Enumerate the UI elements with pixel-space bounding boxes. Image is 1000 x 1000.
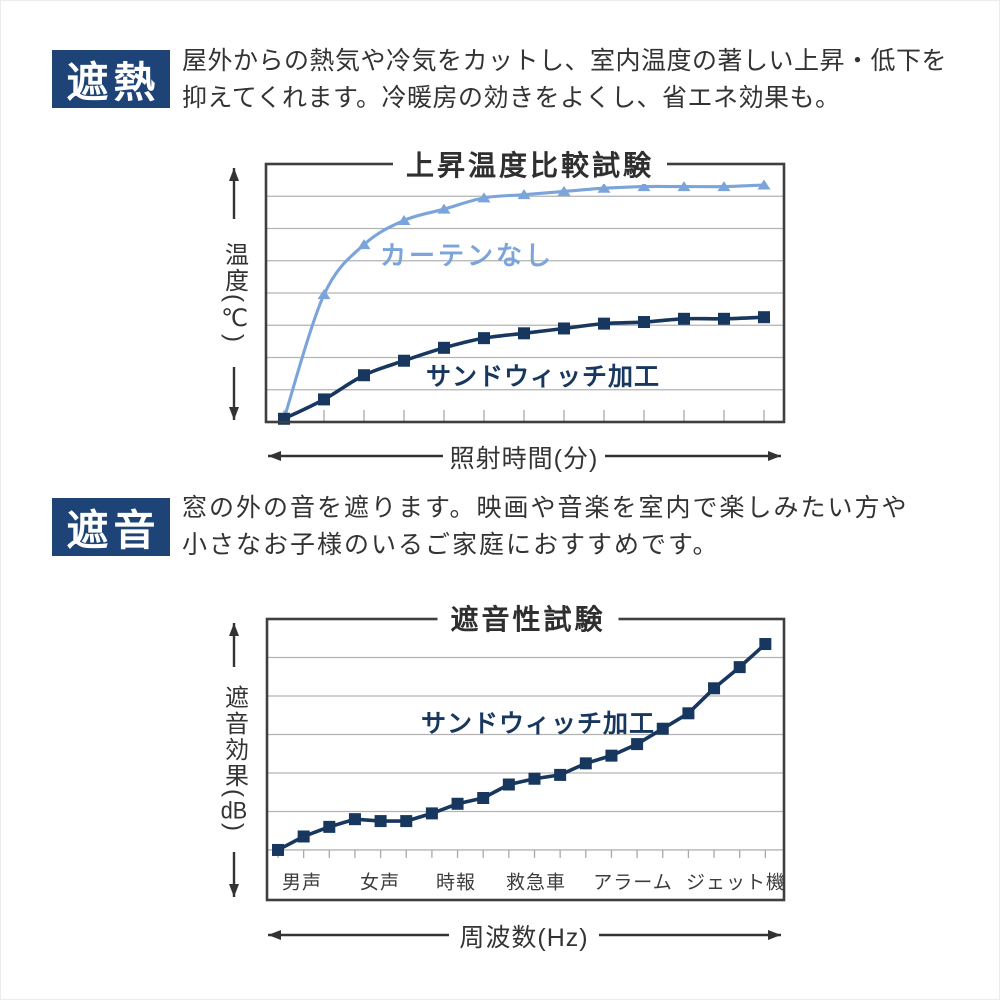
temperature-chart (229, 162, 786, 461)
sound-y-axis-label: 遮音効果(dB) (220, 685, 248, 833)
series-label-no-curtain: カーテンなし (379, 240, 555, 271)
heat-description-line-2: 抑えてくれます。冷暖房の効きをよくし、省エネ効果も。 (182, 84, 841, 112)
sound-description-line-2: 小さなお子様のいるご家庭におすすめです。 (182, 531, 720, 559)
heat-badge-label: 遮熱 (66, 58, 161, 106)
axis-arrowhead (229, 168, 239, 181)
marker-square (605, 749, 618, 762)
axis-arrowhead (229, 407, 239, 420)
marker-square (638, 316, 650, 329)
axis-arrowhead (229, 623, 239, 636)
sound-x-axis-label: 周波数(Hz) (459, 924, 589, 952)
marker-square (348, 813, 361, 826)
heat-section-badge: 遮熱 (52, 50, 170, 108)
marker-square (758, 311, 770, 324)
temperature-chart-y-axis-arrow (229, 168, 239, 420)
temperature-y-axis-label: 温度(℃) (220, 242, 248, 344)
marker-square (358, 369, 370, 382)
sound-chart-plot-frame (265, 617, 786, 902)
temperature-x-axis-label: 照射時間(分) (449, 445, 599, 473)
marker-square (374, 815, 387, 828)
marker-square (656, 722, 669, 735)
marker-square (718, 312, 730, 325)
marker-triangle (517, 189, 531, 200)
series-label-sandwich-1: サンドウィッチ加工 (425, 363, 661, 391)
sound-chart-gridlines (267, 656, 784, 851)
marker-triangle (717, 181, 731, 192)
sound-chart-ticks (277, 849, 766, 858)
axis-arrowhead (768, 930, 781, 940)
category-label-alarm: アラーム (593, 872, 673, 894)
marker-square (502, 778, 515, 791)
marker-square (631, 738, 644, 751)
sound-chart-title: 遮音性試験 (437, 598, 619, 638)
marker-square (554, 768, 567, 781)
marker-square (425, 807, 438, 820)
marker-square (438, 341, 450, 354)
marker-square (518, 327, 530, 340)
temperature-chart-title: 上昇温度比較試験 (392, 144, 668, 184)
marker-square (478, 332, 490, 345)
sound-section-badge: 遮音 (52, 498, 170, 556)
marker-square (398, 354, 410, 367)
sound-chart-series-0-markers (272, 638, 772, 856)
marker-triangle (477, 192, 491, 203)
axis-arrowhead (268, 930, 281, 940)
marker-square (400, 815, 413, 828)
category-label-ambulance: 救急車 (505, 872, 567, 894)
category-label-time-signal: 時報 (435, 872, 477, 894)
axis-arrowhead (229, 884, 239, 897)
sound-chart (229, 617, 786, 940)
marker-square (682, 707, 695, 720)
category-label-jet-plane: ジェット機 (685, 872, 787, 894)
marker-square (297, 830, 310, 843)
marker-square (733, 661, 746, 674)
category-label-female-voice: 女声 (359, 872, 401, 894)
marker-triangle (357, 239, 371, 250)
marker-square (678, 312, 690, 325)
marker-square (598, 317, 610, 330)
marker-square (318, 393, 330, 406)
marker-square (477, 791, 490, 804)
marker-triangle (317, 289, 331, 300)
marker-square (759, 638, 772, 651)
series-label-sandwich-2: サンドウィッチ加工 (420, 710, 656, 738)
marker-triangle (437, 203, 451, 214)
sound-chart-x-axis-arrow (268, 930, 781, 940)
temperature-chart-ticks (283, 410, 765, 422)
axis-arrowhead (268, 451, 281, 461)
marker-square (323, 820, 336, 833)
marker-triangle (597, 182, 611, 193)
axis-arrowhead (768, 451, 781, 461)
heat-description-line-1: 屋外からの熱気や冷気をカットし、室内温度の著しい上昇・低下を (182, 47, 948, 75)
sound-badge-label: 遮音 (66, 506, 161, 554)
marker-triangle (637, 181, 651, 192)
heat-section-description: 屋外からの熱気や冷気をカットし、室内温度の著しい上昇・低下を 抑えてくれます。冷… (182, 43, 947, 117)
marker-square (558, 322, 570, 335)
sound-section-description: 窓の外の音を遮ります。映画や音楽を室内で楽しみたい方や 小さなお子様のいるご家庭… (182, 490, 909, 564)
marker-square (451, 797, 464, 810)
marker-triangle (557, 185, 571, 196)
marker-square (579, 757, 592, 770)
marker-square (528, 772, 541, 785)
sound-chart-y-axis-arrow (229, 623, 239, 897)
sound-description-line-1: 窓の外の音を遮ります。映画や音楽を室内で楽しみたい方や (182, 494, 909, 522)
marker-triangle (677, 181, 691, 192)
marker-triangle (757, 179, 771, 190)
marker-square (272, 843, 284, 856)
temperature-chart-x-axis-arrow (268, 451, 781, 461)
category-label-male-voice: 男声 (281, 872, 323, 894)
marker-square (708, 682, 721, 695)
marker-triangle (397, 214, 411, 225)
